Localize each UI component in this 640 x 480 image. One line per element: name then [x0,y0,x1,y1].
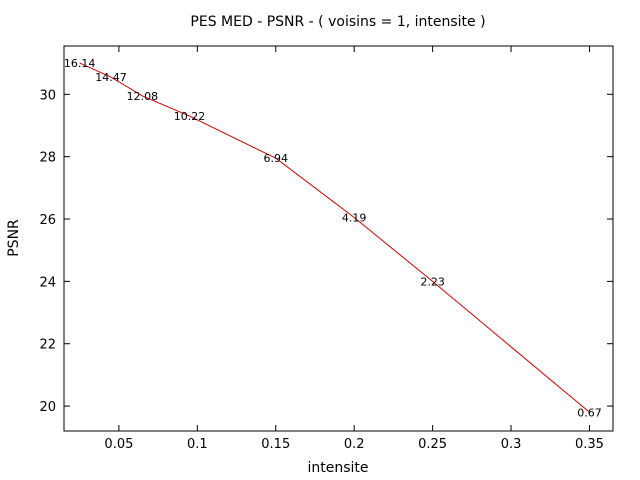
x-tick-label: 0.1 [187,437,208,452]
y-tick-label: 30 [39,88,56,103]
x-tick-label: 0.35 [575,437,604,452]
x-axis-label: intensite [307,460,368,476]
data-label: 6.94 [264,152,289,165]
x-tick-label: 0.15 [261,437,290,452]
y-tick-label: 22 [39,338,56,353]
y-tick-label: 24 [39,275,56,290]
y-tick-label: 26 [39,213,56,228]
data-label: 12.08 [127,90,159,103]
y-tick-label: 28 [39,151,56,166]
data-label: 0.67 [577,406,602,419]
x-tick-label: 0.25 [418,437,447,452]
y-axis-label: PSNR [6,219,22,257]
series-line-psnr [79,62,590,413]
x-axis: 0.05 0.1 0.15 0.2 0.25 0.3 0.35 [104,46,604,452]
data-label: 16.14 [64,57,96,70]
chart-title: PES MED - PSNR - ( voisins = 1, intensit… [190,14,485,30]
x-tick-label: 0.3 [501,437,522,452]
plot-frame [63,45,614,432]
y-axis: 20 22 24 26 28 30 [39,88,613,415]
y-tick-label: 20 [39,400,56,415]
data-label: 10.22 [174,110,206,123]
data-label: 2.23 [420,275,445,288]
x-tick-label: 0.05 [104,437,133,452]
x-tick-label: 0.2 [344,437,365,452]
data-label: 14.47 [95,71,127,84]
data-label: 4.19 [342,211,367,224]
